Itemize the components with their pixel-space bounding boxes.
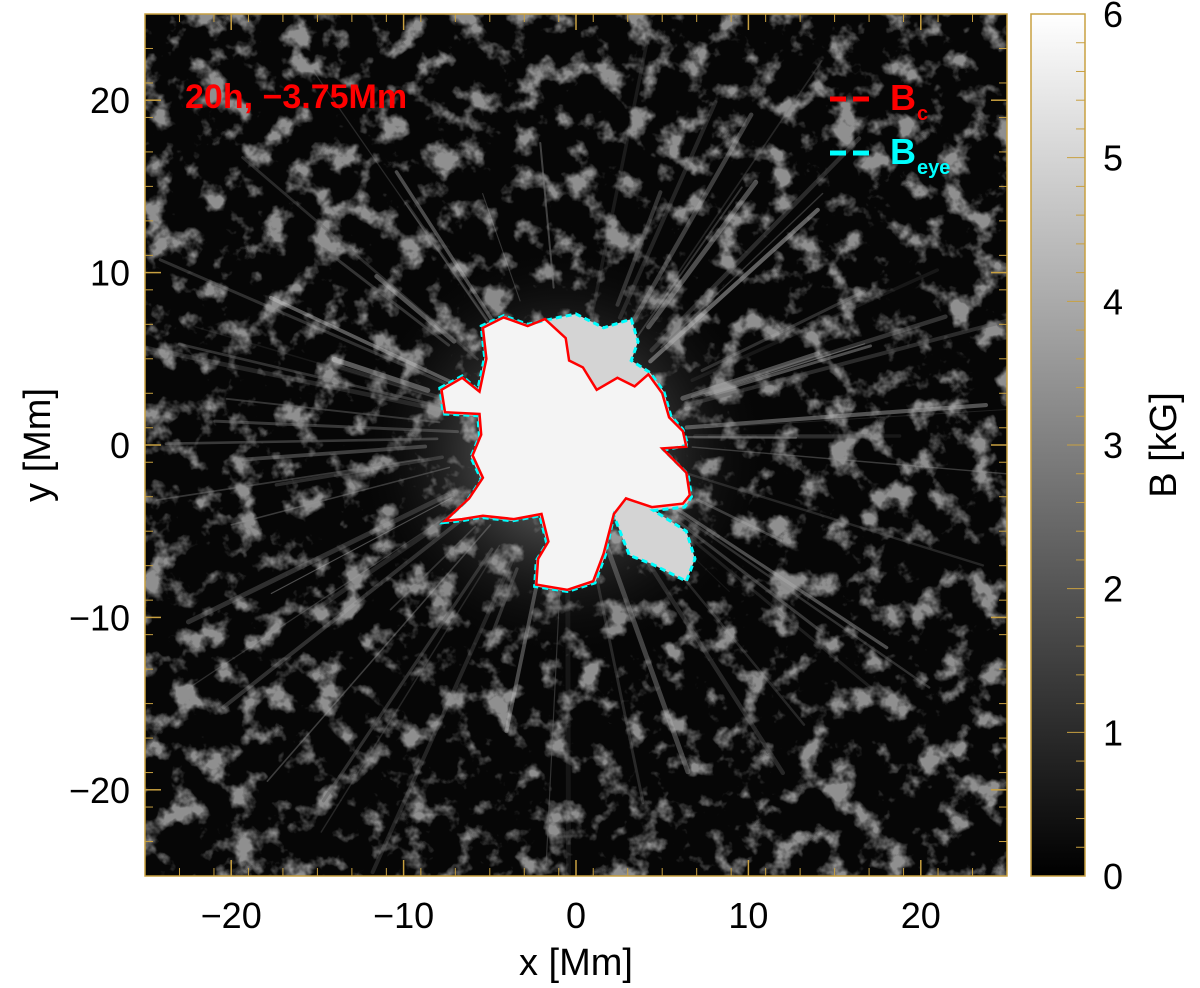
colorbar-tick-labels: 0 1 2 3 4 5 6 [1103, 0, 1123, 897]
colorbar-tick-label: 2 [1103, 569, 1123, 610]
minor-ticks [144, 13, 1008, 877]
colorbar-label: B [kG] [1143, 392, 1185, 498]
colorbar-tick-label: 0 [1103, 856, 1123, 897]
y-tick-label: 20 [90, 80, 130, 121]
y-tick-label: −20 [69, 770, 130, 811]
colorbar: 0 1 2 3 4 5 6 B [kG] [1030, 0, 1185, 897]
legend: Bc Beye [830, 77, 950, 179]
magnetic-field-map [145, 14, 1007, 876]
bc-contour [440, 316, 692, 592]
colorbar-tick-label: 5 [1103, 138, 1123, 179]
colorbar-tick-label: 1 [1103, 712, 1123, 753]
colorbar-tick-label: 4 [1103, 281, 1123, 322]
contour-layer [438, 312, 697, 594]
colorbar-tick-label: 3 [1103, 425, 1123, 466]
x-tick-label: 10 [728, 895, 768, 936]
y-tick-label: 0 [110, 425, 130, 466]
beye-contour [438, 312, 697, 594]
x-axis-label: x [Mm] [519, 942, 633, 984]
colorbar-ticks [1067, 13, 1085, 877]
x-tick-label: 20 [901, 895, 941, 936]
y-tick-label: 10 [90, 253, 130, 294]
major-ticks [145, 14, 1007, 876]
legend-bc-label: Bc [890, 77, 928, 125]
y-tick-label: −10 [69, 597, 130, 638]
x-tick-label: −20 [201, 895, 262, 936]
legend-beye-label: Beye [890, 131, 950, 179]
x-tick-label: 0 [566, 895, 586, 936]
bc-region-fill [441, 317, 690, 590]
time-depth-annotation: 20h, −3.75Mm [185, 78, 407, 116]
colorbar-tick-label: 6 [1103, 0, 1123, 35]
x-tick-label: −10 [373, 895, 434, 936]
filament-30 [650, 60, 823, 314]
y-axis-label: y [Mm] [17, 388, 59, 502]
x-tick-labels: −20 −10 0 10 20 [201, 895, 941, 936]
y-tick-labels: −20 −10 0 10 20 [69, 80, 130, 811]
